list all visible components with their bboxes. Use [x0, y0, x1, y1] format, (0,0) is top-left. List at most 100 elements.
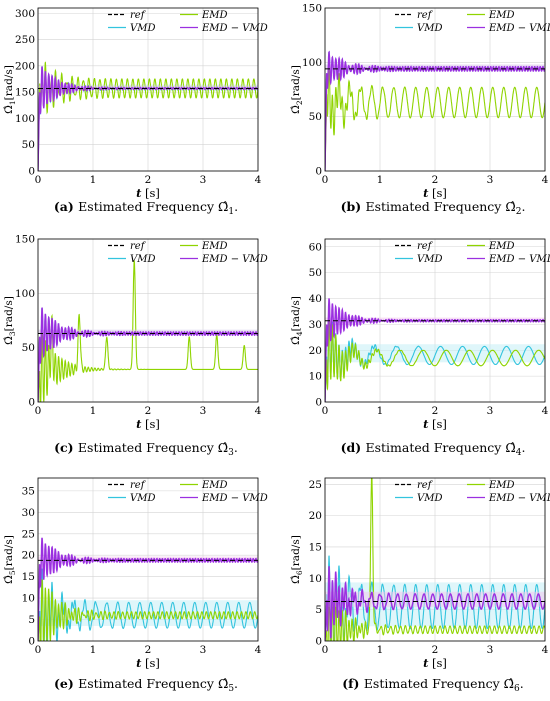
plot-area: [38, 260, 258, 402]
legend-label-emd_vmd: EMD − VMD: [488, 23, 550, 34]
legend-label-emd: EMD: [201, 241, 228, 252]
legend-label-vmd: VMD: [417, 493, 442, 504]
x-tick-label: 3: [200, 174, 207, 186]
series-line-emd_vmd: [325, 50, 545, 171]
series-line-emd_vmd: [325, 298, 545, 402]
legend-label-emd: EMD: [201, 480, 228, 491]
y-tick-label: 0: [315, 397, 322, 409]
x-axis-label: t [s]: [136, 417, 160, 431]
x-tick-label: 4: [542, 174, 549, 186]
y-tick-label: 50: [22, 139, 35, 151]
legend-label-emd_vmd: EMD − VMD: [488, 254, 550, 265]
y-tick-label: 20: [309, 510, 322, 522]
y-tick-label: 20: [309, 345, 322, 357]
legend: ref EMD VMD EMD − VMD: [395, 241, 550, 265]
x-tick-label: 3: [487, 644, 494, 656]
series-band-emd_vmd: [38, 85, 258, 88]
y-tick-label: 60: [309, 241, 322, 253]
x-tick-label: 1: [377, 174, 384, 186]
chart-panel-2: 0 1 2 3 4 0 50 100 150 t [s] Ω̂3[rad/s] ref EMD VMD EM…: [3, 234, 268, 459]
legend-label-ref: ref: [130, 480, 147, 491]
y-tick-label: 10: [309, 371, 322, 383]
x-axis-label: t [s]: [423, 417, 447, 431]
plot-area: [325, 478, 545, 641]
plot-area: [325, 298, 545, 402]
x-axis-label: t [s]: [423, 186, 447, 200]
legend: ref EMD VMD EMD − VMD: [108, 10, 268, 34]
y-tick-label: 100: [15, 288, 35, 300]
legend-label-ref: ref: [130, 10, 147, 21]
legend-label-vmd: VMD: [130, 493, 155, 504]
y-tick-label: 20: [22, 550, 35, 562]
legend: ref EMD VMD EMD − VMD: [108, 241, 268, 265]
x-tick-label: 2: [432, 174, 439, 186]
legend-label-vmd: VMD: [417, 254, 442, 265]
legend-label-emd_vmd: EMD − VMD: [201, 23, 268, 34]
x-tick-label: 1: [90, 405, 97, 417]
y-tick-label: 30: [22, 507, 35, 519]
y-tick-label: 25: [309, 479, 322, 491]
chart-caption: (c) Estimated Frequency Ω̂3.: [54, 440, 238, 458]
y-tick-label: 0: [315, 166, 322, 178]
x-tick-label: 1: [90, 644, 97, 656]
y-tick-label: 40: [309, 293, 322, 305]
plot-area: [325, 50, 545, 171]
legend-label-ref: ref: [417, 241, 434, 252]
x-tick-label: 2: [145, 405, 152, 417]
legend-label-emd: EMD: [201, 10, 228, 21]
y-tick-label: 10: [309, 573, 322, 585]
legend-label-ref: ref: [130, 241, 147, 252]
plot-frame: [324, 7, 546, 172]
plot-frame: [37, 7, 259, 172]
y-tick-label: 15: [309, 541, 322, 553]
chart-panel-1: 0 1 2 3 4 0 50 100 150 t [s] Ω̂2[rad/s] ref EMD VMD EM…: [290, 3, 550, 218]
x-axis-label: t [s]: [136, 656, 160, 670]
x-tick-label: 1: [377, 644, 384, 656]
legend: ref EMD VMD EMD − VMD: [395, 480, 550, 504]
y-tick-label: 150: [302, 3, 322, 15]
series-line-emd_vmd: [325, 566, 545, 641]
x-tick-label: 2: [432, 405, 439, 417]
y-axis-label: Ω̂6[rad/s]: [290, 535, 304, 584]
plot-frame: [324, 238, 546, 403]
x-tick-label: 4: [542, 644, 549, 656]
x-tick-label: 1: [377, 405, 384, 417]
series-band-emd_vmd: [325, 317, 545, 320]
y-tick-label: 0: [28, 636, 35, 648]
plot-area: [38, 61, 258, 171]
legend-label-ref: ref: [417, 480, 434, 491]
y-tick-label: 50: [309, 267, 322, 279]
x-tick-label: 2: [432, 644, 439, 656]
y-axis-label: Ω̂2[rad/s]: [290, 65, 304, 114]
y-tick-label: 50: [22, 342, 35, 354]
legend-label-emd_vmd: EMD − VMD: [201, 493, 268, 504]
x-tick-label: 0: [35, 405, 42, 417]
chart-panel-5: 0 1 2 3 4 0 5 10 15 20 25 t [s] Ω̂6[rad/s] ref EMD VMD E…: [290, 477, 550, 694]
legend-label-emd: EMD: [488, 10, 515, 21]
series-line-emd: [325, 318, 545, 402]
series-line-emd: [325, 65, 545, 171]
y-tick-label: 5: [28, 614, 35, 626]
x-tick-label: 0: [322, 405, 329, 417]
x-tick-label: 4: [255, 174, 262, 186]
chart-panel-0: 0 1 2 3 4 0 50 100 150 200 250 300 t [s] Ω̂1[rad/s] re…: [3, 7, 268, 217]
series-line-emd: [38, 579, 258, 641]
x-axis-label: t [s]: [136, 186, 160, 200]
x-axis-label: t [s]: [423, 656, 447, 670]
x-tick-label: 0: [322, 174, 329, 186]
series-line-emd: [38, 260, 258, 402]
plot-frame: [324, 477, 546, 642]
legend: ref EMD VMD EMD − VMD: [108, 480, 268, 504]
legend-label-emd_vmd: EMD − VMD: [201, 254, 268, 265]
x-tick-label: 4: [255, 405, 262, 417]
y-axis-label: Ω̂5[rad/s]: [3, 535, 17, 584]
y-tick-label: 0: [315, 636, 322, 648]
y-tick-label: 300: [15, 8, 35, 20]
x-tick-label: 3: [200, 644, 207, 656]
chart-caption: (f) Estimated Frequency Ω̂6.: [342, 676, 524, 694]
y-tick-label: 100: [302, 57, 322, 69]
plot-area: [38, 537, 258, 641]
x-tick-label: 4: [542, 405, 549, 417]
